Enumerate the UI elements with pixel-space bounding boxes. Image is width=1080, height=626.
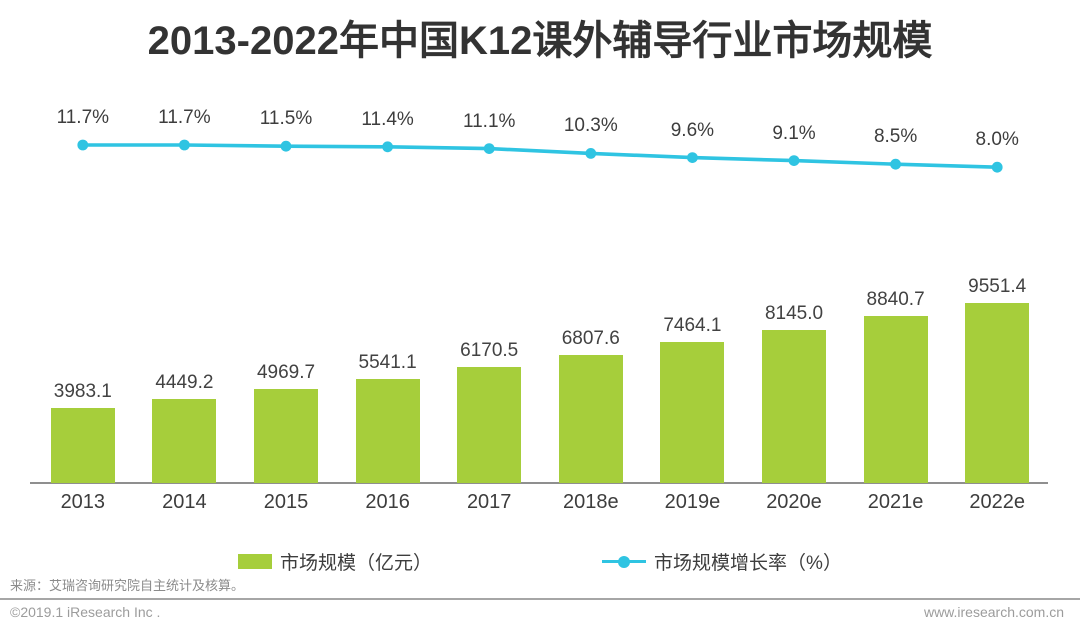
bar-swatch-icon: [238, 554, 273, 569]
page-title: 2013-2022年中国K12课外辅导行业市场规模: [147, 19, 933, 63]
bar-2021e: [863, 316, 928, 483]
line-data-point: [890, 158, 901, 170]
growth-value-label: 8.5%: [873, 126, 918, 148]
bar-value-label: 9551.4: [968, 276, 1027, 297]
x-axis-line: [30, 482, 1048, 484]
line-data-point: [991, 161, 1003, 173]
footer-divider: [0, 598, 1080, 600]
bar-value-label: 7464.1: [663, 315, 722, 337]
line-data-point: [179, 139, 190, 151]
line-data-point: [687, 152, 698, 163]
bar-value-label: 6170.5: [460, 339, 519, 361]
bar-value-label: 5541.1: [358, 351, 417, 373]
bar-value-label: 8840.7: [866, 289, 925, 311]
line-data-point: [585, 148, 597, 159]
x-axis-label: 2020e: [766, 491, 822, 513]
copyright-text: ©2019.1 iResearch Inc .: [10, 604, 161, 620]
growth-value-label: 9.6%: [670, 119, 715, 141]
line-data-point: [483, 143, 495, 154]
growth-value-label: 11.7%: [158, 107, 211, 128]
bar-2018e: [558, 354, 623, 483]
bar-value-label: 3983.1: [53, 380, 112, 402]
bar-value-label: 4969.7: [256, 362, 316, 384]
x-axis-label: 2014: [162, 491, 207, 513]
x-axis-label: 2016: [365, 491, 410, 513]
growth-value-label: 8.0%: [975, 129, 1019, 151]
growth-value-label: 11.5%: [259, 108, 313, 130]
combo-chart: 3983.1 2013 11.7% 4449.2 2014 11.7% 4969.7 2015…: [30, 90, 1048, 515]
x-axis-label: 2021e: [867, 491, 924, 513]
line-data-point: [788, 155, 800, 166]
legend-label-growth-rate: 市场规模增长率（%）: [654, 553, 842, 574]
growth-value-label: 10.3%: [563, 115, 618, 137]
bar-2020e: [762, 329, 826, 483]
bar-2016: [355, 378, 420, 483]
x-axis-label: 2013: [60, 491, 106, 513]
bar-value-label: 6807.6: [561, 327, 620, 349]
x-axis-label: 2015: [263, 491, 309, 513]
line-data-point: [382, 141, 393, 153]
bar-value-label: 4449.2: [155, 372, 214, 394]
legend-item-growth-rate: 市场规模增长率（%）: [602, 548, 842, 575]
growth-value-label: 9.1%: [772, 122, 816, 144]
website-link[interactable]: www.iresearch.com.cn: [923, 604, 1064, 620]
line-data-point: [77, 139, 89, 151]
bar-2013: [50, 407, 115, 483]
bar-2022e: [965, 303, 1030, 483]
legend-label-market-size: 市场规模（亿元）: [280, 553, 433, 574]
footer-bar: ©2019.1 iResearch Inc . www.iresearch.co…: [10, 604, 1064, 620]
x-axis-label: 2017: [466, 491, 512, 513]
x-axis-label: 2018e: [562, 491, 619, 513]
line-dot-icon: [602, 555, 647, 568]
chart-legend: 市场规模（亿元） 市场规模增长率（%）: [0, 548, 1080, 575]
bar-2017: [457, 366, 522, 483]
legend-item-market-size: 市场规模（亿元）: [238, 548, 432, 575]
growth-value-label: 11.4%: [361, 108, 414, 130]
growth-value-label: 11.1%: [462, 110, 516, 132]
line-data-point: [280, 140, 292, 152]
source-note: 来源：艾瑞咨询研究院自主统计及核算。: [10, 578, 245, 593]
x-axis-label: 2022e: [969, 491, 1025, 513]
x-axis-label: 2019e: [664, 491, 721, 513]
bar-value-label: 8145.0: [764, 302, 824, 324]
bar-2019e: [660, 342, 725, 483]
bar-2015: [254, 389, 318, 483]
growth-value-label: 11.7%: [56, 107, 110, 128]
bar-2014: [152, 399, 217, 483]
